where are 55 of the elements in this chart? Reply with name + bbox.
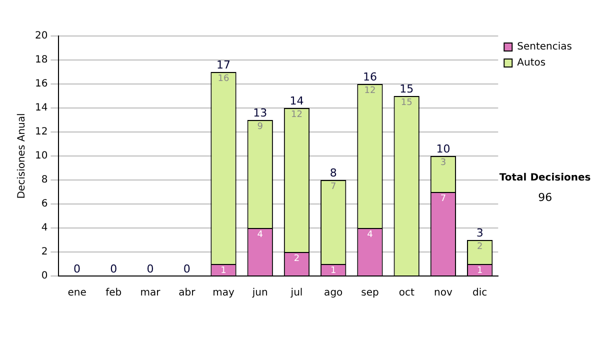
x-tick-label: dic: [472, 288, 488, 299]
y-tick-label: 18: [34, 54, 48, 66]
total-label: 14: [290, 94, 304, 108]
total-label: 0: [110, 262, 118, 276]
data-label: 1: [476, 266, 483, 276]
x-tick-label: nov: [434, 288, 452, 299]
y-tick-label: 10: [34, 150, 48, 162]
x-tick-label: abr: [178, 288, 196, 299]
total-label: 13: [253, 106, 268, 120]
legend-label: Sentencias: [517, 42, 572, 53]
total-label: 0: [74, 262, 81, 276]
data-label: 12: [364, 86, 376, 96]
data-label: 3: [440, 158, 446, 168]
y-tick-label: 0: [41, 270, 48, 282]
total-label: 16: [362, 70, 377, 84]
y-tick-label: 14: [34, 102, 48, 114]
data-label: 2: [476, 242, 483, 252]
y-tick-label: 4: [41, 222, 48, 234]
text: 96: [538, 190, 552, 204]
total-label: 0: [183, 262, 190, 276]
data-label: 1: [220, 266, 226, 276]
y-tick-label: 20: [34, 30, 48, 42]
legend-label: Autos: [517, 58, 546, 69]
text: Total Decisiones: [499, 172, 591, 184]
data-label: 12: [291, 110, 302, 120]
y-tick-label: 12: [34, 126, 48, 138]
y-tick-label: 16: [34, 78, 48, 90]
x-tick-label: feb: [106, 288, 122, 299]
data-label: 2: [294, 254, 300, 264]
total-label: 3: [476, 226, 484, 240]
y-tick-label: 8: [41, 174, 48, 186]
total-label: 0: [146, 262, 154, 276]
total-label: 17: [216, 58, 231, 72]
y-tick-label: 2: [41, 246, 48, 258]
x-tick-label: sep: [361, 288, 379, 299]
data-label: 16: [218, 74, 230, 84]
x-tick-label: ene: [68, 288, 86, 299]
x-tick-label: jul: [290, 288, 303, 299]
y-tick-label: 6: [41, 198, 48, 210]
data-label: 4: [257, 230, 264, 240]
total-label: 8: [330, 166, 337, 180]
x-tick-label: oct: [398, 288, 414, 299]
data-label: 1: [330, 266, 336, 276]
data-label: 9: [257, 122, 264, 132]
y-axis-title: Decisiones Anual: [16, 113, 28, 199]
x-tick-label: ago: [324, 288, 343, 299]
x-tick-label: may: [212, 288, 234, 299]
data-label: 7: [440, 194, 446, 204]
data-label: 7: [330, 182, 336, 192]
total-label: 15: [400, 82, 414, 96]
data-label: 4: [367, 230, 374, 240]
data-label: 15: [400, 98, 412, 108]
x-tick-label: jun: [251, 288, 268, 299]
total-label: 10: [436, 142, 450, 156]
x-tick-label: mar: [140, 288, 162, 299]
